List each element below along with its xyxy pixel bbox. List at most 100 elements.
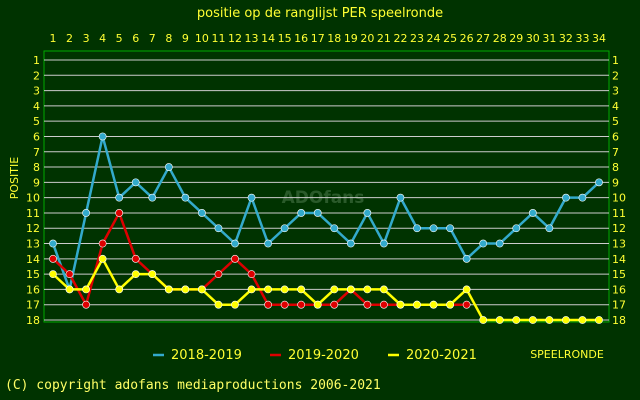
point-2020-2021-32 [562, 316, 570, 324]
y-tick-label-left-18: 18 [26, 314, 40, 327]
point-2019-2020-5 [115, 209, 124, 217]
point-2020-2021-21 [380, 285, 388, 294]
point-2020-2021-17 [313, 300, 322, 309]
point-2018-2019-5 [115, 193, 124, 202]
point-2018-2019-30 [528, 209, 537, 217]
point-2018-2019-28 [495, 239, 504, 248]
y-tick-label-right-15: 15 [612, 268, 626, 281]
point-2020-2021-2 [65, 285, 74, 294]
y-tick-label-left-13: 13 [26, 238, 40, 251]
y-tick-label-left-15: 15 [26, 268, 40, 281]
point-2019-2020-6 [131, 254, 140, 263]
point-2020-2021-3 [82, 285, 90, 294]
point-2020-2021-22 [396, 300, 405, 309]
point-2018-2019-6 [131, 178, 140, 187]
point-2020-2021-10 [198, 285, 206, 294]
x-tick-label-34: 34 [592, 32, 606, 45]
point-2019-2020-2 [65, 270, 74, 279]
point-2018-2019-23 [413, 224, 421, 233]
point-2018-2019-21 [380, 239, 388, 248]
series-line-2018-2019 [51, 135, 600, 291]
y-tick-label-right-2: 2 [612, 69, 619, 82]
point-2018-2019-10 [198, 209, 206, 217]
point-2018-2019-8 [164, 163, 173, 171]
point-2020-2021-25 [446, 300, 454, 309]
y-tick-label-right-17: 17 [612, 299, 626, 312]
y-tick-label-right-6: 6 [612, 130, 619, 143]
x-tick-label-25: 25 [443, 32, 457, 45]
y-tick-label-right-18: 18 [612, 314, 626, 327]
point-2020-2021-1 [49, 270, 57, 279]
point-2018-2019-13 [247, 193, 256, 202]
x-tick-label-4: 4 [99, 32, 106, 45]
y-tick-label-left-7: 7 [33, 146, 40, 159]
point-2019-2020-11 [214, 270, 223, 279]
point-2019-2020-1 [49, 254, 57, 263]
point-2018-2019-20 [363, 209, 372, 217]
x-tick-label-2: 2 [66, 32, 73, 45]
point-2019-2020-21 [380, 300, 388, 309]
point-2018-2019-24 [429, 224, 438, 233]
y-tick-label-right-3: 3 [612, 85, 619, 98]
point-2018-2019-9 [181, 193, 190, 202]
point-2020-2021-30 [528, 316, 537, 324]
point-2020-2021-14 [264, 285, 272, 294]
y-tick-label-left-11: 11 [26, 207, 40, 220]
x-tick-label-32: 32 [559, 32, 573, 45]
y-tick-label-left-3: 3 [33, 85, 40, 98]
y-tick-label-left-10: 10 [26, 192, 40, 205]
point-2018-2019-4 [98, 132, 107, 141]
y-tick-label-right-7: 7 [612, 146, 619, 159]
y-tick-label-right-5: 5 [612, 115, 619, 128]
legend-label-2019-2020: 2019-2020 [288, 348, 359, 363]
y-tick-label-left-5: 5 [33, 115, 40, 128]
point-2020-2021-33 [578, 316, 587, 324]
point-2018-2019-19 [346, 239, 355, 248]
x-tick-label-5: 5 [116, 32, 123, 45]
point-2018-2019-32 [562, 193, 570, 202]
point-2018-2019-26 [462, 254, 471, 263]
legend-item-2019-2020: 2019-2020 [270, 348, 359, 363]
x-tick-label-12: 12 [228, 32, 242, 45]
point-2019-2020-16 [297, 300, 306, 309]
point-2019-2020-3 [82, 300, 90, 309]
x-tick-label-3: 3 [83, 32, 90, 45]
legend-item-2018-2019: 2018-2019 [153, 348, 242, 363]
copyright-text: (C) copyright adofans mediaproductions 2… [5, 378, 381, 393]
point-2018-2019-17 [313, 209, 322, 217]
point-2020-2021-18 [330, 285, 339, 294]
point-2020-2021-7 [148, 270, 157, 279]
point-2018-2019-1 [49, 239, 57, 248]
point-2020-2021-9 [181, 285, 190, 294]
point-2019-2020-13 [247, 270, 256, 279]
point-2018-2019-12 [231, 239, 239, 248]
point-2018-2019-27 [479, 239, 488, 248]
x-tick-label-20: 20 [360, 32, 374, 45]
y-tick-label-left-16: 16 [26, 283, 40, 296]
x-tick-label-14: 14 [261, 32, 275, 45]
x-tick-label-10: 10 [195, 32, 209, 45]
x-tick-label-17: 17 [311, 32, 325, 45]
legend-item-2020-2021: 2020-2021 [388, 348, 477, 363]
x-tick-label-31: 31 [542, 32, 556, 45]
y-tick-label-left-12: 12 [26, 222, 40, 235]
y-tick-label-right-16: 16 [612, 283, 626, 296]
x-tick-label-27: 27 [476, 32, 490, 45]
y-tick-label-right-11: 11 [612, 207, 626, 220]
point-2019-2020-15 [280, 300, 289, 309]
point-2018-2019-3 [82, 209, 90, 217]
y-tick-label-right-13: 13 [612, 238, 626, 251]
point-2018-2019-7 [148, 193, 157, 202]
legend-label-2020-2021: 2020-2021 [406, 348, 477, 363]
y-tick-label-right-4: 4 [612, 100, 619, 113]
x-tick-label-16: 16 [294, 32, 308, 45]
point-2020-2021-28 [495, 316, 504, 324]
point-2018-2019-15 [280, 224, 289, 233]
x-tick-label-13: 13 [245, 32, 259, 45]
point-2018-2019-31 [545, 224, 554, 233]
point-2018-2019-18 [330, 224, 339, 233]
point-2020-2021-12 [231, 300, 239, 309]
point-2020-2021-11 [214, 300, 223, 309]
